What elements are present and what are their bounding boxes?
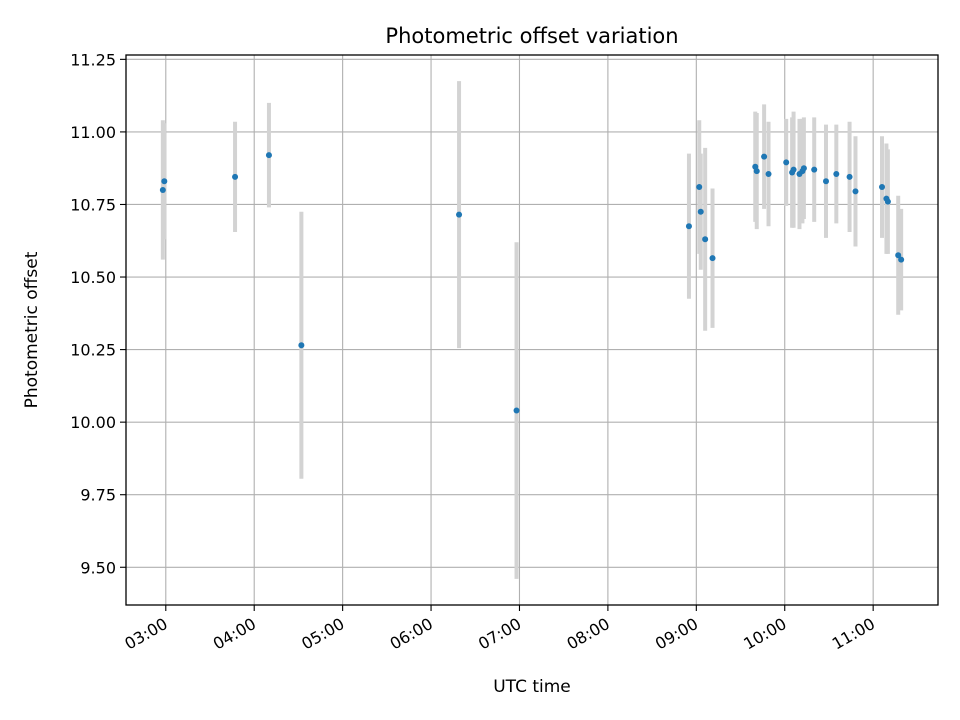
- x-axis-label: UTC time: [493, 677, 571, 697]
- error-bars: [160, 81, 904, 579]
- data-point: [159, 186, 166, 193]
- data-point: [513, 407, 520, 414]
- data-point: [685, 223, 692, 230]
- y-axis-label: Photometric offset: [22, 251, 42, 408]
- data-point: [753, 168, 760, 175]
- data-point: [884, 198, 891, 205]
- data-point: [800, 165, 807, 172]
- data-point: [702, 236, 709, 243]
- y-tick-label: 10.50: [70, 268, 116, 287]
- data-point: [298, 342, 305, 349]
- data-point: [265, 152, 272, 159]
- x-tick-label: 10:00: [740, 614, 789, 654]
- plot-frame: [125, 54, 939, 606]
- data-points: [159, 152, 905, 414]
- data-point: [232, 173, 239, 180]
- x-tick-label: 04:00: [210, 614, 259, 654]
- y-tick-label: 10.25: [70, 341, 116, 360]
- data-point: [456, 211, 463, 218]
- data-point: [783, 159, 790, 166]
- data-point: [161, 178, 168, 185]
- x-tick-label: 11:00: [829, 614, 878, 654]
- y-tick-label: 11.00: [70, 123, 116, 142]
- y-tick-label: 9.50: [80, 558, 116, 577]
- y-tick-label: 10.75: [70, 195, 116, 214]
- x-tick-label: 09:00: [652, 614, 701, 654]
- y-tick-label: 11.25: [70, 50, 116, 69]
- data-point: [898, 256, 905, 263]
- data-point: [823, 178, 829, 185]
- data-point: [833, 170, 840, 177]
- data-point: [765, 170, 772, 177]
- x-tick-label: 05:00: [298, 614, 347, 654]
- data-point: [895, 252, 902, 259]
- data-point: [696, 184, 703, 191]
- x-tick-label: 03:00: [121, 614, 170, 654]
- x-axis-ticks: 03:00 04:00 05:00 06:00 07:00 08:00 09:00 10:00…: [121, 605, 878, 654]
- data-point: [709, 255, 716, 262]
- chart-title: Photometric offset variation: [385, 24, 678, 48]
- data-point: [697, 208, 704, 215]
- y-tick-label: 10.00: [70, 413, 116, 432]
- x-tick-label: 06:00: [387, 614, 436, 654]
- grid-lines: [126, 55, 938, 605]
- data-point: [790, 166, 797, 173]
- data-point: [852, 188, 859, 195]
- data-point: [811, 166, 818, 173]
- x-tick-label: 08:00: [563, 614, 612, 654]
- data-point: [879, 184, 885, 191]
- x-tick-label: 07:00: [475, 614, 524, 654]
- data-point: [761, 153, 768, 160]
- y-axis-ticks: 9.50 9.75 10.00 10.25 10.50 10.75 11.00 11.25: [70, 50, 126, 577]
- y-tick-label: 9.75: [80, 486, 116, 505]
- data-point: [846, 173, 853, 180]
